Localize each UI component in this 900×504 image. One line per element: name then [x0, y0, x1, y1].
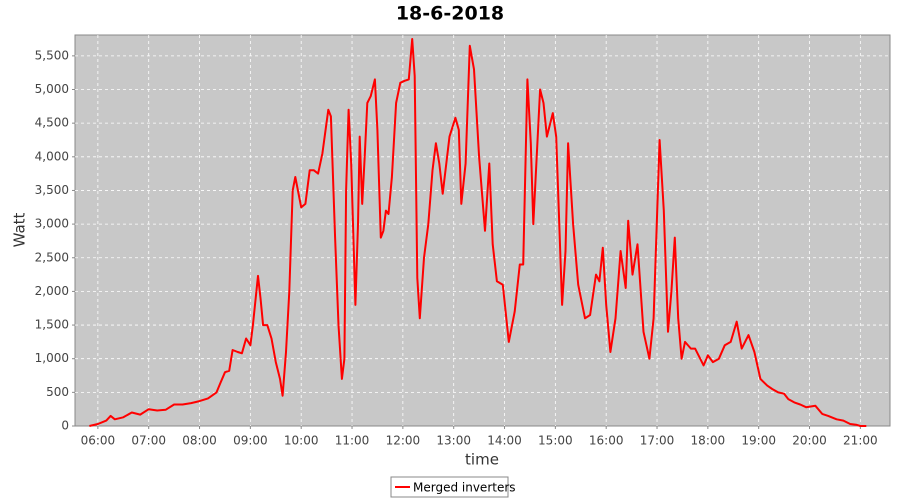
x-tick-label: 14:00 [487, 434, 522, 448]
x-tick-label: 06:00 [81, 434, 116, 448]
legend-label: Merged inverters [413, 481, 516, 495]
y-tick-label: 0 [61, 419, 69, 433]
x-tick-label: 21:00 [843, 434, 878, 448]
y-tick-label: 3,500 [35, 183, 69, 197]
plot-area [74, 34, 891, 427]
y-tick-label: 1,000 [35, 351, 69, 365]
data-line [89, 38, 867, 427]
y-axis-label: Watt [11, 212, 29, 247]
y-tick-label: 4,000 [35, 149, 69, 163]
y-tick-label: 500 [46, 385, 69, 399]
x-tick-label: 16:00 [589, 434, 624, 448]
x-tick-label: 12:00 [386, 434, 421, 448]
x-tick-label: 07:00 [131, 434, 166, 448]
x-tick-label: 15:00 [538, 434, 573, 448]
x-tick-label: 09:00 [233, 434, 268, 448]
x-axis-label: time [465, 451, 499, 469]
y-tick-label: 5,000 [35, 82, 69, 96]
y-tick-label: 5,500 [35, 48, 69, 62]
x-tick-label: 19:00 [741, 434, 776, 448]
y-tick-label: 2,500 [35, 250, 69, 264]
x-tick-label: 20:00 [792, 434, 827, 448]
x-tick-label: 13:00 [436, 434, 471, 448]
y-tick-label: 3,000 [35, 217, 69, 231]
x-tick-label: 11:00 [335, 434, 370, 448]
y-tick-label: 4,500 [35, 116, 69, 130]
x-tick-label: 18:00 [691, 434, 726, 448]
x-tick-label: 08:00 [182, 434, 217, 448]
chart-title: 18-6-2018 [396, 3, 504, 25]
legend-box [390, 476, 509, 498]
y-tick-label: 1,500 [35, 318, 69, 332]
y-tick-label: 2,000 [35, 284, 69, 298]
x-tick-label: 17:00 [640, 434, 675, 448]
x-tick-label: 10:00 [284, 434, 319, 448]
